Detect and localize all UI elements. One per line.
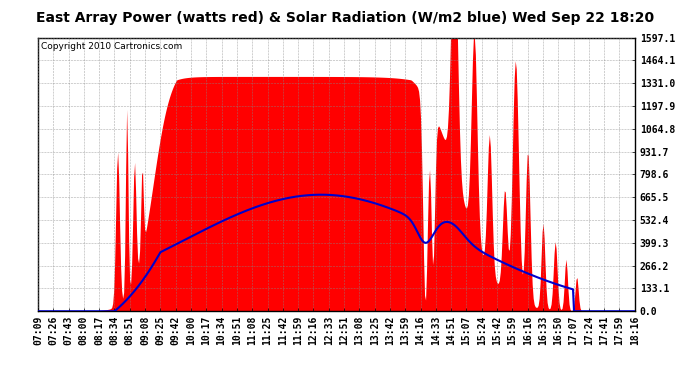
Text: East Array Power (watts red) & Solar Radiation (W/m2 blue) Wed Sep 22 18:20: East Array Power (watts red) & Solar Rad… (36, 11, 654, 25)
Text: Copyright 2010 Cartronics.com: Copyright 2010 Cartronics.com (41, 42, 182, 51)
